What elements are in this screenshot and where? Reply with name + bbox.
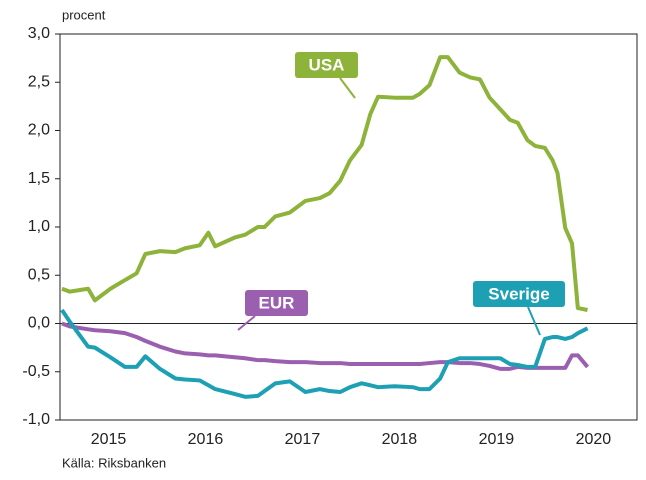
legend-label: Sverige: [488, 284, 549, 303]
label-pointer: [237, 315, 256, 331]
label-pointer: [527, 306, 541, 336]
y-tick-label: 0,0: [28, 315, 50, 332]
x-tick-label: 2019: [479, 431, 515, 448]
legend-label: EUR: [259, 293, 295, 312]
y-tick-label: 2,5: [28, 73, 50, 90]
source-note: Källa: Riksbanken: [62, 455, 166, 470]
y-tick-label: -0,5: [22, 363, 50, 380]
x-tick-label: 2017: [285, 431, 321, 448]
x-tick-label: 2016: [188, 431, 224, 448]
y-tick-label: 1,5: [28, 170, 50, 187]
x-tick-label: 2018: [382, 431, 418, 448]
legend-box: [295, 52, 358, 78]
y-tick-label: 0,5: [28, 266, 50, 283]
series-line: [60, 308, 589, 399]
legend-box: [245, 290, 308, 316]
series-line: [61, 55, 588, 312]
x-tick-label: 2015: [91, 431, 127, 448]
y-tick-label: -1,0: [22, 411, 50, 428]
x-tick-label: 2020: [576, 431, 612, 448]
legend-box: [473, 281, 565, 307]
y-tick-label: 3,0: [28, 25, 50, 42]
y-axis-unit: procent: [62, 7, 106, 22]
y-tick-label: 1,0: [28, 218, 50, 235]
legend-label: USA: [309, 55, 345, 74]
label-pointer: [339, 77, 356, 99]
y-tick-label: 2,0: [28, 122, 50, 139]
